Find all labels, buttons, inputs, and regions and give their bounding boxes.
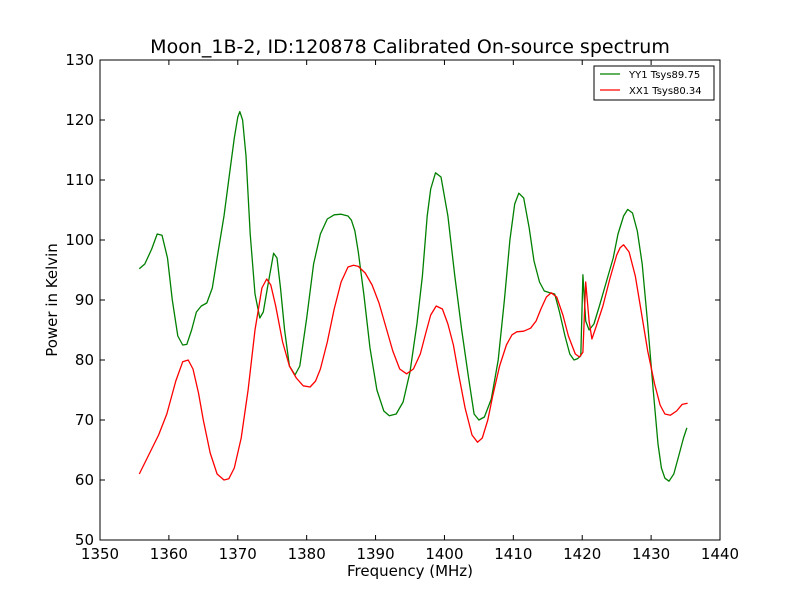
y-tick-label: 80 xyxy=(75,351,94,369)
legend-label-yy1: YY1 Tsys89.75 xyxy=(628,70,700,81)
x-tick-label: 1350 xyxy=(81,545,119,563)
plot-area xyxy=(100,60,720,540)
x-tick-label: 1420 xyxy=(563,545,601,563)
y-tick-label: 120 xyxy=(65,111,94,129)
x-axis-label: Frequency (MHz) xyxy=(347,562,473,580)
x-tick-label: 1410 xyxy=(494,545,532,563)
x-tick-label: 1370 xyxy=(219,545,257,563)
legend: YY1 Tsys89.75 XX1 Tsys80.34 xyxy=(593,65,715,101)
axis-ticks: 1350 1360 1370 1380 1390 1400 1410 1420 1430 1440… xyxy=(65,51,739,563)
x-tick-label: 1430 xyxy=(632,545,670,563)
y-tick-label: 130 xyxy=(65,51,94,69)
legend-label-xx1: XX1 Tsys80.34 xyxy=(629,86,702,97)
x-tick-label: 1380 xyxy=(288,545,326,563)
x-tick-label: 1400 xyxy=(425,545,463,563)
y-tick-label: 100 xyxy=(65,231,94,249)
series-line-xx1 xyxy=(138,244,688,481)
legend-box xyxy=(593,65,715,101)
y-tick-label: 50 xyxy=(75,531,94,549)
y-axis-label: Power in Kelvin xyxy=(43,243,61,357)
series-layer xyxy=(138,110,688,482)
x-tick-label: 1440 xyxy=(701,545,739,563)
x-tick-label: 1390 xyxy=(356,545,394,563)
x-tick-label: 1360 xyxy=(150,545,188,563)
chart-title: Moon_1B-2, ID:120878 Calibrated On-sourc… xyxy=(150,36,670,58)
y-tick-label: 60 xyxy=(75,471,94,489)
y-tick-label: 70 xyxy=(75,411,94,429)
series-line-yy1 xyxy=(138,110,688,482)
y-tick-label: 90 xyxy=(75,291,94,309)
y-tick-label: 110 xyxy=(65,171,94,189)
